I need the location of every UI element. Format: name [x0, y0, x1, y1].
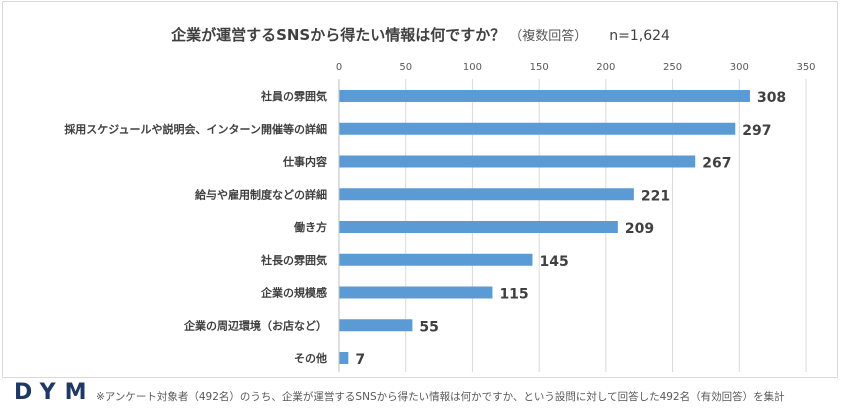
category-label: 企業の周辺環境（お店など）: [183, 318, 327, 332]
category-label: 給与や雇用制度などの詳細: [195, 187, 327, 201]
data-label: 115: [499, 287, 528, 303]
chart-title-sub: （複数回答）: [509, 29, 588, 44]
sample-size: n=1,624: [609, 28, 670, 44]
data-label: 297: [742, 123, 771, 139]
tick-label: 50: [399, 62, 412, 73]
tick-label: 250: [663, 62, 682, 73]
chart-title-main: 企業が運営するSNSから得たい情報は何ですか？: [171, 26, 506, 44]
survey-note: ※アンケート対象者（492名）のうち、企業が運営するSNSから得たい情報は何かで…: [96, 391, 785, 403]
footer: DYM ※アンケート対象者（492名）のうち、企業が運営するSNSから得たい情報…: [14, 380, 834, 410]
dym-logo: DYM: [14, 380, 96, 405]
tick-label: 300: [730, 62, 749, 73]
bar: [339, 286, 493, 299]
bar: [339, 188, 634, 201]
bar: [339, 221, 618, 233]
tick-label: 100: [463, 62, 482, 73]
tick-label: 350: [796, 62, 815, 73]
data-label: 145: [539, 254, 568, 270]
bar-chart: 0 50 100 150 200 250 300 350 社員の雰囲気 308 採用スケジュールや説…: [64, 62, 816, 372]
category-label: 企業の規模感: [260, 286, 327, 300]
bar: [339, 319, 413, 332]
tick-label: 0: [336, 62, 342, 73]
bar: [339, 253, 533, 266]
bar: [339, 352, 349, 364]
data-label: 55: [419, 319, 438, 335]
category-label: その他: [294, 351, 327, 365]
data-label: 308: [757, 90, 786, 106]
category-label: 社員の雰囲気: [260, 89, 327, 103]
category-label: 働き方: [293, 220, 327, 234]
data-label: 209: [625, 221, 654, 237]
category-label: 仕事内容: [282, 155, 327, 169]
tick-label: 200: [596, 62, 615, 73]
tick-label: 150: [530, 62, 549, 73]
data-label: 267: [702, 156, 731, 172]
bar: [339, 90, 750, 102]
data-label: 221: [641, 188, 670, 204]
bar: [339, 122, 736, 135]
chart-title: 企業が運営するSNSから得たい情報は何ですか？ （複数回答） n=1,624: [0, 24, 841, 45]
category-label: 採用スケジュールや説明会、インターン開催等の詳細: [64, 122, 327, 136]
bar: [339, 155, 696, 168]
data-label: 7: [355, 352, 365, 368]
category-label: 社長の雰囲気: [260, 253, 327, 267]
